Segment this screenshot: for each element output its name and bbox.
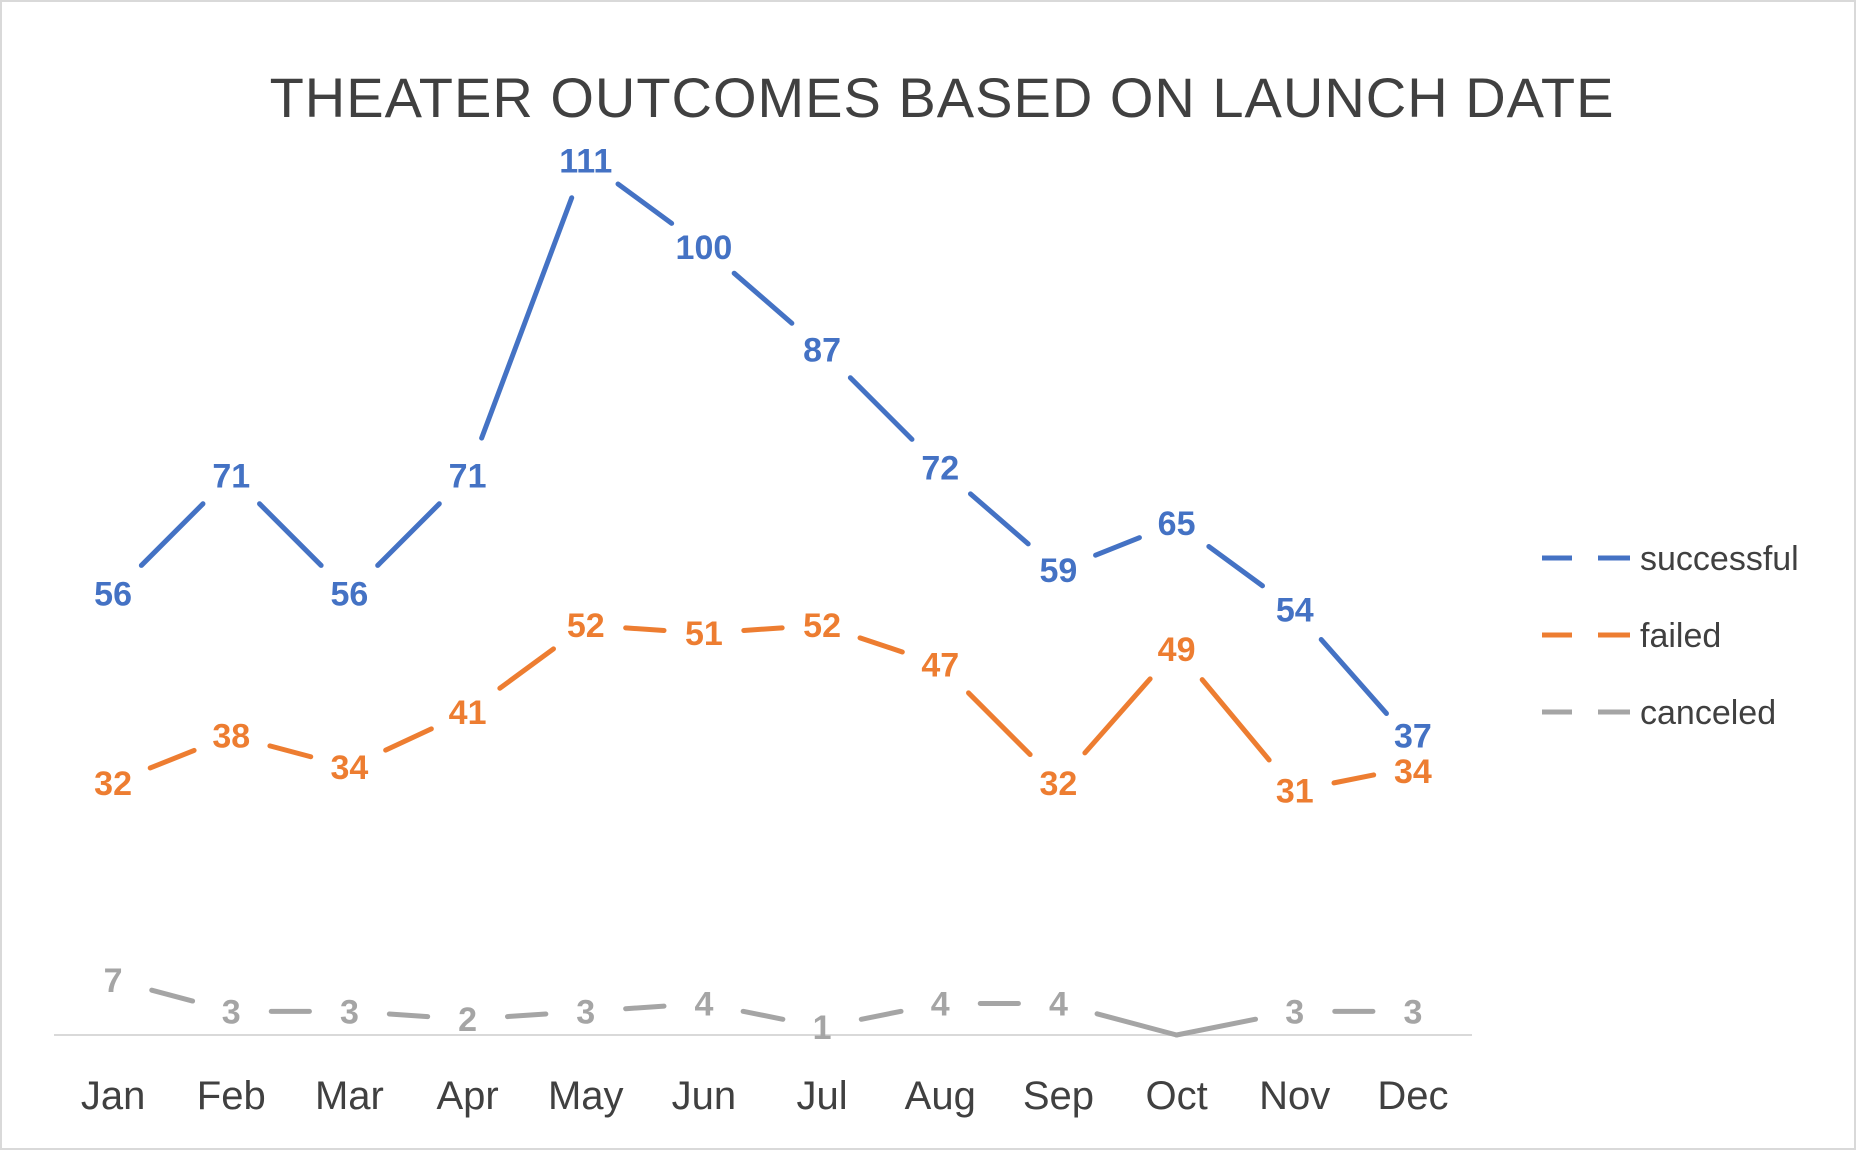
data-label-canceled: 3	[576, 993, 595, 1031]
series-line-segment	[383, 726, 434, 753]
series-line-segment	[147, 747, 197, 771]
plot-area	[138, 181, 1389, 1038]
series-line-segment	[623, 1003, 667, 1012]
x-tick-label: May	[548, 1074, 624, 1118]
data-label-failed: 34	[331, 749, 369, 787]
x-axis: Jan Feb Mar Apr May Jun Jul Aug Sep Oct Nov Dec	[54, 1034, 1472, 1118]
series-line-segment	[1082, 676, 1153, 756]
data-label-successful: 100	[676, 229, 733, 267]
series-line-segment	[1318, 636, 1389, 716]
x-tick-label: Aug	[905, 1074, 976, 1118]
data-label-failed: 38	[212, 718, 250, 756]
legend-label: canceled	[1640, 694, 1776, 732]
series-line-segment	[1206, 543, 1265, 589]
data-label-failed: 52	[803, 607, 841, 645]
series-failed	[147, 625, 1377, 786]
x-tick-label: Jun	[672, 1074, 737, 1118]
series-line-segment	[257, 501, 324, 568]
legend-item-failed: failed	[1542, 617, 1721, 655]
x-tick-label: Oct	[1145, 1074, 1207, 1118]
series-successful	[138, 181, 1389, 716]
series-line-segment	[857, 635, 905, 655]
series-line-segment	[847, 375, 915, 442]
series-line-segment	[497, 646, 556, 691]
data-label-failed: 31	[1276, 773, 1314, 811]
x-tick-label: Dec	[1377, 1074, 1448, 1118]
data-label-canceled: 4	[1049, 985, 1068, 1023]
data-label-successful: 54	[1276, 591, 1314, 629]
series-line-segment	[731, 270, 795, 326]
data-label-canceled: 4	[931, 985, 950, 1023]
data-label-failed: 32	[94, 765, 132, 803]
series-line-segment	[1174, 1016, 1259, 1038]
series-line-segment	[1093, 535, 1142, 558]
data-label-successful: 72	[921, 450, 959, 488]
series-line-segment	[149, 987, 196, 1004]
series-canceled	[149, 987, 1376, 1038]
data-label-successful: 59	[1040, 552, 1078, 590]
data-label-canceled: 2	[458, 1001, 477, 1039]
data-label-failed: 34	[1394, 753, 1432, 791]
series-line-segment	[479, 195, 575, 441]
data-label-successful: 56	[331, 576, 369, 614]
series-line-segment	[267, 743, 314, 760]
x-tick-label: Apr	[436, 1074, 498, 1118]
series-line-segment	[615, 181, 675, 226]
series-line-segment	[740, 1008, 786, 1022]
data-label-failed: 41	[449, 694, 487, 732]
data-label-canceled: 4	[694, 985, 713, 1023]
data-label-failed: 47	[921, 647, 959, 685]
x-tick-label: Jul	[797, 1074, 848, 1118]
x-tick-label: Jan	[81, 1074, 146, 1118]
series-line-segment	[623, 625, 667, 633]
x-tick-label: Nov	[1259, 1074, 1330, 1118]
data-label-canceled: 7	[104, 962, 123, 1000]
data-label-successful: 87	[803, 331, 841, 369]
legend-item-successful: successful	[1542, 540, 1799, 578]
chart-title: THEATER OUTCOMES BASED ON LAUNCH DATE	[270, 66, 1615, 129]
series-line-segment	[386, 1011, 431, 1020]
series-line-segment	[741, 625, 785, 633]
data-label-canceled: 3	[1403, 993, 1422, 1031]
series-line-segment	[375, 501, 442, 568]
series-line-segment	[504, 1011, 549, 1020]
legend-item-canceled: canceled	[1542, 694, 1776, 732]
legend-label: successful	[1640, 540, 1799, 578]
data-label-successful: 71	[449, 458, 487, 496]
data-label-successful: 56	[94, 576, 132, 614]
x-tick-label: Feb	[197, 1074, 266, 1118]
data-label-successful: 71	[212, 458, 250, 496]
data-label-failed: 51	[685, 615, 723, 653]
data-label-canceled: 3	[340, 993, 359, 1031]
data-label-canceled: 3	[222, 993, 241, 1031]
data-label-successful: 37	[1394, 717, 1432, 755]
legend: successful failed canceled	[1542, 540, 1799, 732]
data-label-successful: 65	[1158, 505, 1196, 543]
legend-label: failed	[1640, 617, 1721, 655]
series-line-segment	[1094, 1011, 1180, 1038]
series-line-segment	[138, 501, 206, 568]
data-label-failed: 52	[567, 607, 605, 645]
data-label-canceled: 1	[813, 1009, 832, 1047]
series-line-segment	[967, 491, 1031, 547]
data-label-failed: 49	[1158, 631, 1196, 669]
data-label-failed: 32	[1040, 765, 1078, 803]
x-tick-label: Mar	[315, 1074, 384, 1118]
series-line-segment	[1199, 677, 1272, 763]
x-tick-label: Sep	[1023, 1074, 1094, 1118]
data-label-canceled: 3	[1285, 993, 1304, 1031]
series-line-segment	[966, 690, 1033, 758]
data-label-successful: 111	[559, 142, 612, 180]
series-line-segment	[858, 1008, 904, 1022]
series-line-segment	[1331, 772, 1377, 786]
